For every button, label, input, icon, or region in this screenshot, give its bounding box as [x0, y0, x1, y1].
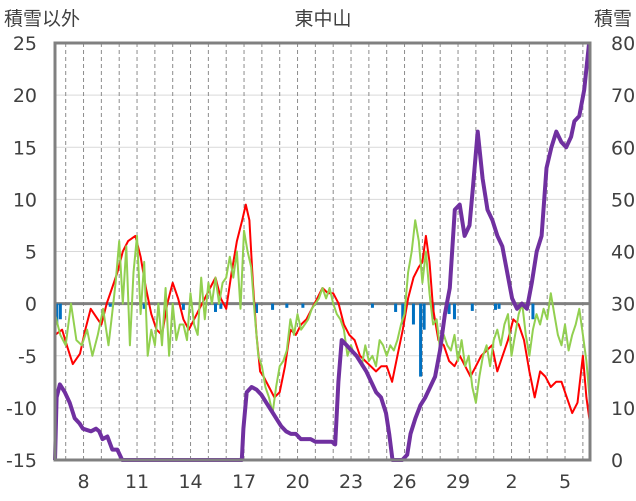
right-tick-label: 70	[611, 85, 635, 107]
precip-bar	[531, 303, 535, 320]
precip-bar	[411, 303, 415, 325]
precip-bar	[370, 303, 374, 308]
precip-bar	[255, 303, 259, 314]
right-tick-label: 0	[611, 450, 623, 472]
green-series-line	[54, 219, 591, 415]
left-tick-label: -15	[6, 450, 37, 472]
precip-bar	[470, 303, 474, 311]
right-tick-label: 20	[611, 346, 635, 368]
left-tick-label: -5	[18, 346, 37, 368]
precip-bar	[271, 303, 275, 310]
precip-bar	[214, 303, 217, 312]
left-tick-label: 10	[13, 189, 37, 211]
plot-frame	[53, 41, 592, 462]
x-ticks: 8 11 14 17 20 23 26 29 2 5	[77, 471, 571, 493]
x-tick-label: 8	[77, 471, 89, 493]
chart-title: 東中山	[294, 8, 351, 30]
x-tick-label: 23	[339, 471, 363, 493]
right-y-ticks: 80 70 60 50 40 30 20 10 0	[611, 33, 635, 472]
precip-bar	[419, 303, 423, 377]
precip-bar	[55, 303, 59, 325]
right-tick-label: 40	[611, 242, 635, 264]
precip-bar	[452, 303, 456, 320]
precip-bar	[394, 303, 398, 312]
left-axis-label: 積雪以外	[4, 8, 80, 30]
temperature-line	[54, 203, 591, 424]
precip-bar	[422, 303, 426, 330]
right-tick-label: 10	[611, 398, 635, 420]
left-tick-label: -10	[6, 398, 37, 420]
precip-bar	[142, 303, 146, 309]
right-tick-label: 80	[611, 33, 635, 55]
x-tick-label: 2	[505, 471, 517, 493]
x-tick-label: 26	[392, 471, 416, 493]
left-tick-label: 20	[13, 85, 37, 107]
left-tick-label: 25	[13, 33, 37, 55]
precip-bar	[108, 303, 112, 307]
x-tick-label: 20	[285, 471, 309, 493]
precip-bar	[181, 303, 185, 310]
precip-bar	[58, 303, 62, 320]
left-tick-label: 0	[25, 294, 37, 316]
precip-bar	[301, 303, 305, 308]
x-tick-label: 5	[559, 471, 571, 493]
x-tick-label: 11	[125, 471, 149, 493]
left-tick-label: 15	[13, 137, 37, 159]
x-tick-label: 17	[232, 471, 256, 493]
precip-bar	[401, 303, 405, 325]
precip-bar	[285, 303, 289, 308]
right-tick-label: 30	[611, 294, 635, 316]
right-tick-label: 50	[611, 189, 635, 211]
precip-bar	[493, 303, 497, 310]
left-tick-label: 5	[25, 242, 37, 264]
x-tick-label: 14	[178, 471, 202, 493]
right-tick-label: 60	[611, 137, 635, 159]
precip-bar	[447, 303, 451, 315]
precip-bar	[497, 303, 501, 309]
x-tick-label: 29	[446, 471, 470, 493]
right-axis-label: 積雪	[594, 8, 632, 30]
precip-bar	[219, 303, 223, 309]
left-y-ticks: 25 20 15 10 5 0 -5 -10 -15	[6, 33, 37, 472]
